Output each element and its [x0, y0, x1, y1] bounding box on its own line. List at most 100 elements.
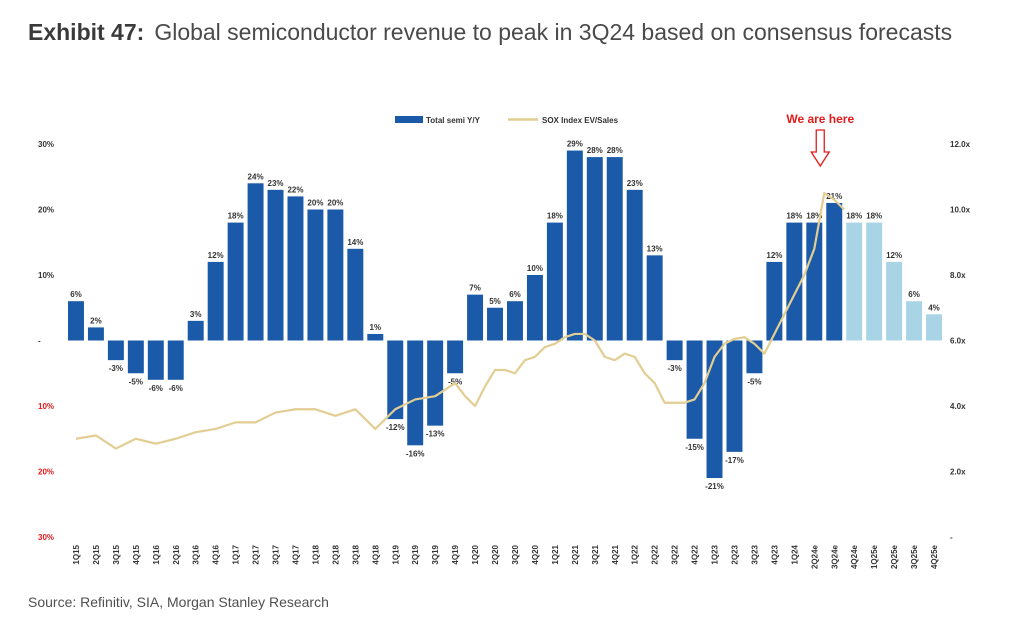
x-tick-4Q24e: 4Q24e	[850, 544, 859, 569]
y-axis-right: 12.0x 10.0x 8.0x 6.0x 4.0x 2.0x -	[950, 140, 971, 542]
x-tick-2Q16: 2Q16	[172, 544, 181, 564]
x-tick-4Q22: 4Q22	[691, 544, 700, 564]
bar-1Q21	[546, 222, 563, 341]
x-tick-3Q18: 3Q18	[351, 544, 360, 564]
bar-3Q18	[347, 248, 364, 341]
y-left-tick: 10%	[38, 402, 54, 411]
bar-3Q25e	[906, 301, 923, 341]
bar-1Q24	[786, 222, 803, 341]
x-tick-2Q21: 2Q21	[571, 544, 580, 564]
source-note: Source: Refinitiv, SIA, Morgan Stanley R…	[28, 594, 329, 610]
legend-label-total-semi: Total semi Y/Y	[426, 116, 481, 125]
data-label-2Q24e: 18%	[806, 212, 822, 221]
data-label-2Q22: 13%	[647, 244, 663, 253]
data-label-3Q15: -3%	[109, 364, 123, 373]
bar-2Q17	[247, 183, 264, 341]
x-tick-4Q17: 4Q17	[291, 544, 300, 564]
data-label-2Q18: 20%	[327, 199, 343, 208]
y-right-tick: 2.0x	[950, 468, 966, 477]
bar-3Q15	[107, 340, 124, 361]
exhibit-label: Exhibit 47:	[28, 19, 145, 45]
y-left-tick: 30%	[38, 533, 54, 542]
x-tick-3Q23: 3Q23	[750, 544, 759, 564]
data-label-1Q22: 23%	[627, 179, 643, 188]
y-right-tick: 6.0x	[950, 337, 966, 346]
data-label-3Q22: -3%	[667, 364, 681, 373]
data-label-2Q23: -17%	[725, 456, 744, 465]
x-tick-4Q21: 4Q21	[611, 544, 620, 564]
x-tick-2Q17: 2Q17	[252, 544, 261, 564]
data-label-3Q19: -13%	[426, 430, 445, 439]
data-labels: 6%2%-3%-5%-6% -6%3%12%18%24%23%22%20% 20%1…	[70, 140, 940, 491]
x-tick-4Q20: 4Q20	[531, 544, 540, 564]
bar-1Q22	[626, 189, 643, 341]
bar-1Q16	[147, 340, 164, 380]
bar-3Q24e	[826, 202, 843, 341]
data-label-4Q17: 22%	[287, 185, 303, 194]
legend-swatch-total-semi	[395, 116, 423, 123]
data-label-1Q21: 18%	[547, 212, 563, 221]
x-tick-1Q18: 1Q18	[311, 544, 320, 564]
data-label-3Q17: 23%	[268, 179, 284, 188]
data-label-2Q25e: 12%	[886, 251, 902, 260]
bar-2Q24e	[806, 222, 823, 341]
bar-2Q16	[167, 340, 184, 380]
bar-1Q18	[307, 209, 324, 341]
annotation: We are here	[786, 112, 854, 168]
chart-title: Global semiconductor revenue to peak in …	[154, 19, 953, 45]
data-label-4Q22: -15%	[685, 443, 704, 452]
x-tick-4Q16: 4Q16	[212, 544, 221, 564]
down-arrow-icon	[810, 129, 831, 168]
bar-4Q23	[766, 261, 783, 341]
bar-1Q15	[68, 301, 84, 341]
x-tick-4Q18: 4Q18	[371, 544, 380, 564]
data-label-1Q23: -21%	[705, 482, 724, 491]
x-tick-3Q24e: 3Q24e	[830, 544, 839, 569]
x-tick-1Q25e: 1Q25e	[870, 544, 879, 569]
x-tick-2Q20: 2Q20	[491, 544, 500, 564]
bar-3Q19	[427, 340, 444, 426]
x-tick-2Q18: 2Q18	[331, 544, 340, 564]
chart-legend: Total semi Y/Y SOX Index EV/Sales	[395, 116, 619, 125]
x-tick-1Q16: 1Q16	[152, 544, 161, 564]
data-label-4Q20: 10%	[527, 264, 543, 273]
y-left-tick: 30%	[38, 140, 54, 149]
x-tick-3Q15: 3Q15	[112, 544, 121, 564]
x-tick-2Q15: 2Q15	[92, 544, 101, 564]
data-label-2Q15: 2%	[90, 316, 102, 325]
bar-2Q20	[487, 307, 503, 341]
x-tick-3Q20: 3Q20	[511, 544, 520, 564]
bar-2Q15	[87, 327, 104, 341]
bar-3Q17	[267, 189, 284, 341]
data-label-2Q21: 29%	[567, 140, 583, 149]
data-label-4Q25e: 4%	[928, 303, 940, 312]
bar-2Q25e	[886, 261, 903, 341]
y-left-tick: 10%	[38, 271, 54, 280]
data-label-3Q25e: 6%	[908, 290, 920, 299]
bar-4Q18	[367, 333, 384, 341]
exhibit-title: Exhibit 47: Global semiconductor revenue …	[28, 14, 988, 51]
bar-2Q18	[327, 209, 344, 341]
x-tick-3Q21: 3Q21	[591, 544, 600, 564]
x-axis: 1Q15 2Q15 3Q15 4Q15 1Q16 2Q16 3Q16 4Q16 1Q17 2Q17…	[72, 544, 939, 569]
bar-1Q25e	[866, 222, 883, 341]
x-tick-1Q24: 1Q24	[790, 544, 799, 564]
data-label-2Q16: -6%	[169, 384, 183, 393]
data-label-1Q25e: 18%	[866, 212, 882, 221]
data-label-3Q20: 6%	[509, 290, 521, 299]
x-tick-1Q20: 1Q20	[471, 544, 480, 564]
x-tick-4Q15: 4Q15	[132, 544, 141, 564]
x-tick-4Q19: 4Q19	[451, 544, 460, 564]
x-tick-3Q17: 3Q17	[272, 544, 281, 564]
bar-3Q21	[586, 157, 603, 341]
x-tick-3Q22: 3Q22	[671, 544, 680, 564]
y-right-tick: 4.0x	[950, 402, 966, 411]
annotation-text: We are here	[786, 112, 854, 126]
y-right-tick: 8.0x	[950, 271, 966, 280]
data-label-1Q15: 6%	[70, 290, 82, 299]
x-tick-1Q21: 1Q21	[551, 544, 560, 564]
data-label-4Q18: 1%	[370, 323, 382, 332]
bar-2Q22	[646, 255, 663, 341]
bar-4Q22	[686, 340, 703, 439]
x-tick-1Q19: 1Q19	[391, 544, 400, 564]
